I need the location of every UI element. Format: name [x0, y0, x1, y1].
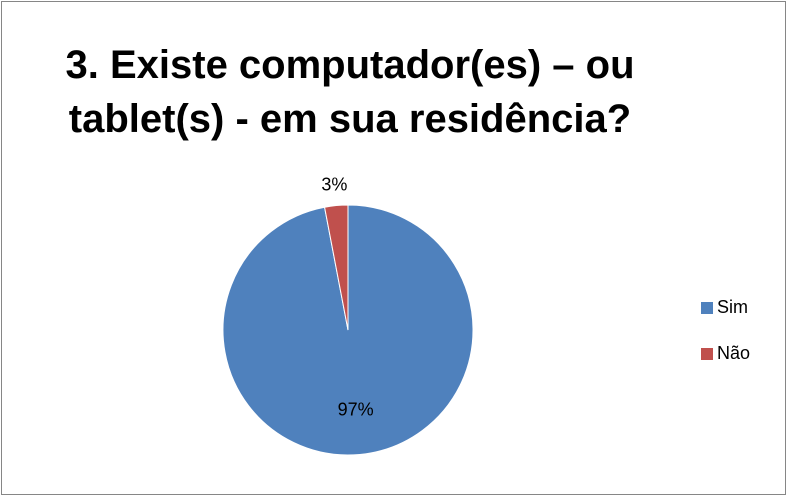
chart-title: 3. Existe computador(es) – ou tablet(s) … [65, 43, 635, 141]
data-label: 97% [338, 400, 374, 420]
legend-label: Sim [717, 297, 748, 317]
legend-swatch [701, 302, 713, 314]
pie-slice [323, 204, 349, 331]
legend-label: Não [717, 343, 750, 363]
data-label: 3% [321, 174, 347, 194]
legend-swatch [701, 348, 713, 360]
